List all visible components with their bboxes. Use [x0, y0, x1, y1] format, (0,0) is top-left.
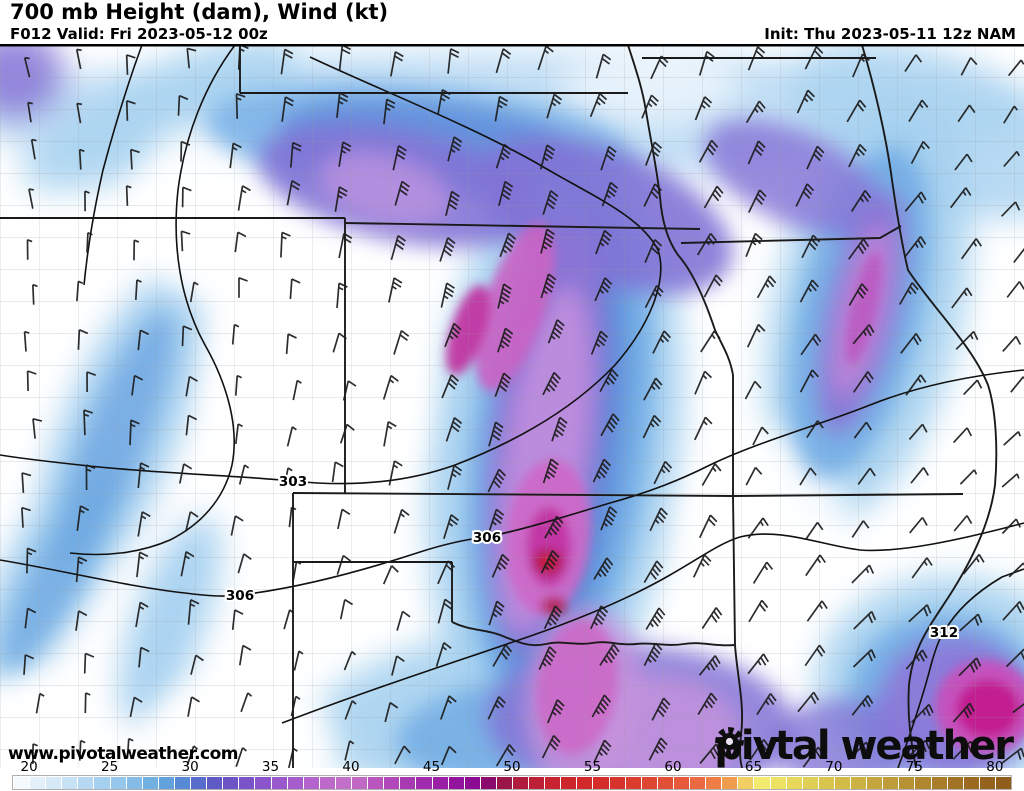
- colorbar-tick-45: 45: [422, 759, 441, 775]
- colorbar-cell: [416, 777, 432, 789]
- colorbar-tick-35: 35: [261, 759, 280, 775]
- colorbar-cell: [657, 777, 673, 789]
- colorbar-cell: [207, 777, 223, 789]
- map-canvas: 303 306 306 312 www.pivotalweather.com piv …: [0, 45, 1024, 768]
- colorbar-cell: [352, 777, 368, 789]
- colorbar-cell: [979, 777, 995, 789]
- page-title: 700 mb Height (dam), Wind (kt): [10, 0, 389, 24]
- colorbar-cell: [834, 777, 851, 789]
- colorbar-tick-70: 70: [825, 759, 843, 775]
- contour-label: 306: [473, 530, 501, 546]
- colorbar-cell: [577, 777, 593, 789]
- colorbar-cell: [690, 777, 706, 789]
- logo-text-weather: weather: [828, 723, 1014, 769]
- colorbar-cell: [271, 777, 287, 789]
- colorbar-cell: [191, 777, 207, 789]
- pivotal-weather-logo: piv tal weather: [714, 723, 1014, 769]
- colorbar-cell: [931, 777, 947, 789]
- colorbar-cell: [722, 777, 738, 789]
- colorbar-cell: [706, 777, 722, 789]
- colorbar-cell: [303, 777, 319, 789]
- colorbar-cell: [802, 777, 818, 789]
- colorbar-cell: [641, 777, 657, 789]
- colorbar-cell: [78, 777, 94, 789]
- colorbar-tick-40: 40: [342, 759, 360, 775]
- colorbar-cell: [464, 777, 480, 789]
- model-init-label: Init: Thu 2023-05-11 12z NAM: [764, 25, 1016, 43]
- colorbar-cell: [126, 777, 142, 789]
- colorbar-cell: [561, 777, 577, 789]
- colorbar-cell: [384, 777, 400, 789]
- height-contours: [0, 45, 1024, 768]
- colorbar-cell: [255, 777, 271, 789]
- colorbar-cell: [609, 777, 625, 789]
- colorbar-cell: [963, 777, 979, 789]
- contour-labels: 303 306 306 312: [224, 472, 960, 643]
- colorbar-cell: [335, 777, 352, 789]
- colorbar-tick-55: 55: [583, 759, 602, 775]
- colorbar-cell: [400, 777, 416, 789]
- colorbar-cell: [94, 777, 110, 789]
- colorbar-cell: [593, 777, 609, 789]
- colorbar-cell: [223, 777, 239, 789]
- colorbar-cell: [319, 777, 335, 789]
- colorbar-cell: [947, 777, 963, 789]
- colorbar-cell: [786, 777, 802, 789]
- colorbar-cell: [30, 777, 46, 789]
- colorbar-cell: [142, 777, 158, 789]
- map-header: 700 mb Height (dam), Wind (kt) F012 Vali…: [0, 0, 1024, 45]
- colorbar-cell: [448, 777, 464, 789]
- colorbar-cell: [625, 777, 641, 789]
- colorbar-cell: [867, 777, 883, 789]
- colorbar-tick-80: 80: [986, 759, 1004, 775]
- colorbar-tick-50: 50: [503, 759, 521, 775]
- colorbar-cell: [851, 777, 867, 789]
- colorbar-cell: [496, 777, 512, 789]
- colorbar-cell: [915, 777, 931, 789]
- colorbar-cell: [174, 777, 191, 789]
- wind-speed-colorbar: 20 25 30 35 40 45 50 55 60 65 70 75 80: [0, 759, 1024, 791]
- colorbar-tick-60: 60: [664, 759, 682, 775]
- colorbar-tick-65: 65: [744, 759, 763, 775]
- colorbar-cell: [513, 777, 529, 789]
- colorbar-cell: [432, 777, 448, 789]
- colorbar-cell: [818, 777, 834, 789]
- wind-barbs: [21, 45, 1024, 768]
- colorbar-cell: [480, 777, 496, 789]
- logo-text-tal: tal: [774, 723, 831, 769]
- colorbar-cell: [995, 777, 1011, 789]
- colorbar-tick-20: 20: [20, 759, 38, 775]
- colorbar-cell: [883, 777, 899, 789]
- colorbar-tick-75: 75: [905, 759, 923, 775]
- weather-map-graphic: 303 306 306 312: [0, 45, 1024, 768]
- colorbar-tick-25: 25: [101, 759, 119, 775]
- colorbar-cell: [158, 777, 174, 789]
- county-borders-grid: [0, 45, 1024, 768]
- colorbar-cell: [368, 777, 384, 789]
- contour-label: 303: [279, 474, 307, 490]
- colorbar-cell: [754, 777, 770, 789]
- colorbar-cell: [110, 777, 126, 789]
- colorbar-cell: [239, 777, 255, 789]
- colorbar-cell: [287, 777, 303, 789]
- colorbar-cell: [62, 777, 78, 789]
- contour-label: 312: [930, 625, 958, 641]
- state-borders: [0, 45, 998, 768]
- colorbar-cell: [545, 777, 561, 789]
- forecast-valid-label: F012 Valid: Fri 2023-05-12 00z: [10, 25, 268, 43]
- colorbar-cell: [738, 777, 754, 789]
- colorbar-cell: [899, 777, 915, 789]
- colorbar-cells: [12, 775, 1012, 790]
- colorbar-cell: [46, 777, 62, 789]
- colorbar-tick-30: 30: [181, 759, 199, 775]
- colorbar-cell: [529, 777, 545, 789]
- colorbar-cell: [14, 777, 30, 789]
- colorbar-cell: [770, 777, 786, 789]
- watermark-url: www.pivotalweather.com: [8, 744, 239, 764]
- contour-label: 306: [226, 588, 254, 604]
- colorbar-cell: [673, 777, 690, 789]
